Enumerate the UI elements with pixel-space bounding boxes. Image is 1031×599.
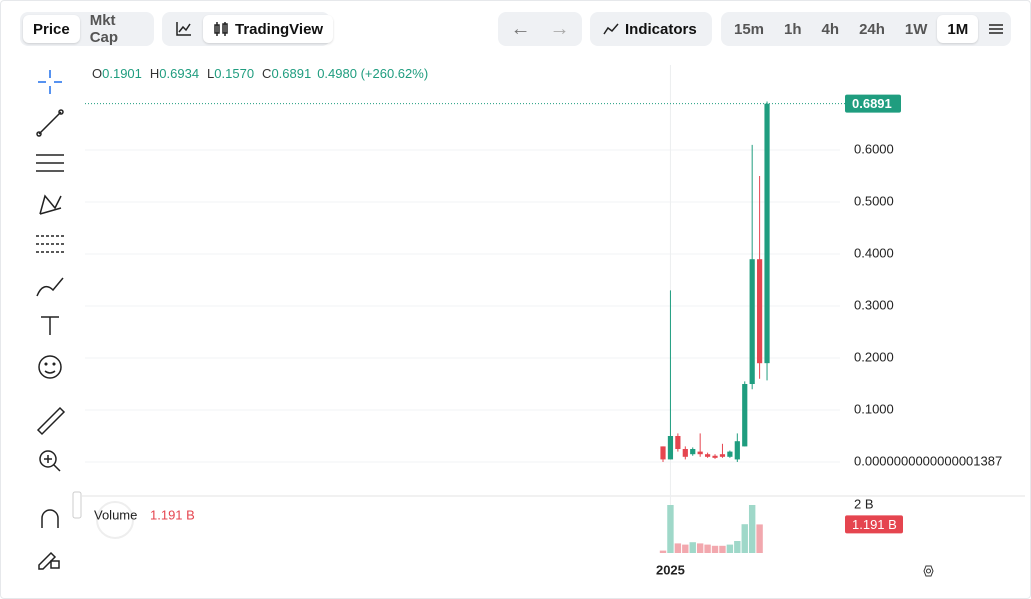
indicators-button[interactable]: Indicators xyxy=(593,15,707,43)
tradingview-button[interactable]: TradingView xyxy=(203,15,334,43)
interval-group: 15m 1h 4h 24h 1W 1M xyxy=(721,12,1011,46)
line-chart-button[interactable] xyxy=(165,15,203,43)
interval[interactable]: 1M xyxy=(937,15,979,43)
redo[interactable]: → xyxy=(549,17,570,40)
interval[interactable]: 1W xyxy=(904,20,928,38)
indicators-group: Indicators xyxy=(590,12,712,46)
interval[interactable]: 15m xyxy=(734,20,765,38)
tab[interactable]: Mkt Cap xyxy=(89,12,119,46)
interval[interactable]: 4h xyxy=(821,20,840,38)
icon xyxy=(214,22,228,36)
undo-redo: ← → xyxy=(498,12,582,46)
icon xyxy=(603,23,619,35)
interval[interactable]: 24h xyxy=(859,20,885,38)
icon xyxy=(176,22,191,36)
undo[interactable]: ← xyxy=(510,17,531,40)
settings-button[interactable] xyxy=(978,15,1014,43)
label: TradingView xyxy=(235,20,324,38)
price-tabs: Price Mkt Cap xyxy=(20,12,154,46)
icon xyxy=(989,24,1004,34)
interval[interactable]: 1h xyxy=(784,20,802,38)
tab[interactable]: Price xyxy=(23,15,80,43)
chart-type-group: TradingView xyxy=(162,12,334,46)
label: Indicators xyxy=(625,20,697,38)
